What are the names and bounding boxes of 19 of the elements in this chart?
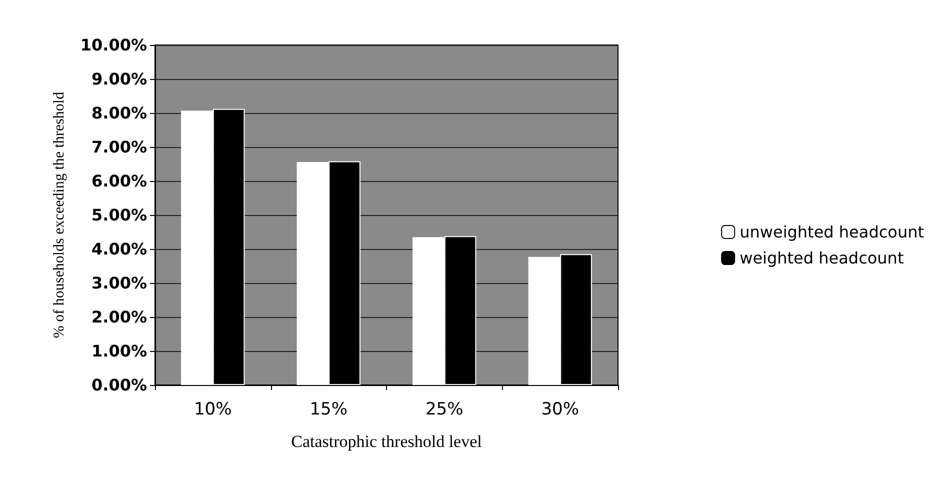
x-tick-label: 30% xyxy=(541,400,580,420)
y-tick-label: 6.00% xyxy=(91,172,147,190)
y-tick-label: 8.00% xyxy=(91,104,147,122)
y-tick-label: 3.00% xyxy=(91,274,147,292)
y-tick-label: 9.00% xyxy=(91,70,147,88)
legend-label: unweighted headcount xyxy=(740,222,924,242)
y-axis-title: % of households exceeding the threshold xyxy=(52,91,68,338)
y-tick-label: 7.00% xyxy=(91,138,147,156)
y-tick-label: 4.00% xyxy=(91,240,147,258)
y-tick-label: 1.00% xyxy=(91,342,147,360)
y-tick-label: 2.00% xyxy=(91,308,147,326)
x-tick-label: 25% xyxy=(425,400,464,420)
x-axis-title: Catastrophic threshold level xyxy=(291,432,482,451)
y-tick-label: 5.00% xyxy=(91,206,147,224)
x-tick-label: 15% xyxy=(310,400,348,420)
y-tick-label: 0.00% xyxy=(91,376,147,394)
legend-label: weighted headcount xyxy=(740,248,904,268)
y-tick-label: 10.00% xyxy=(80,36,147,54)
x-tick-label: 10% xyxy=(194,400,232,420)
